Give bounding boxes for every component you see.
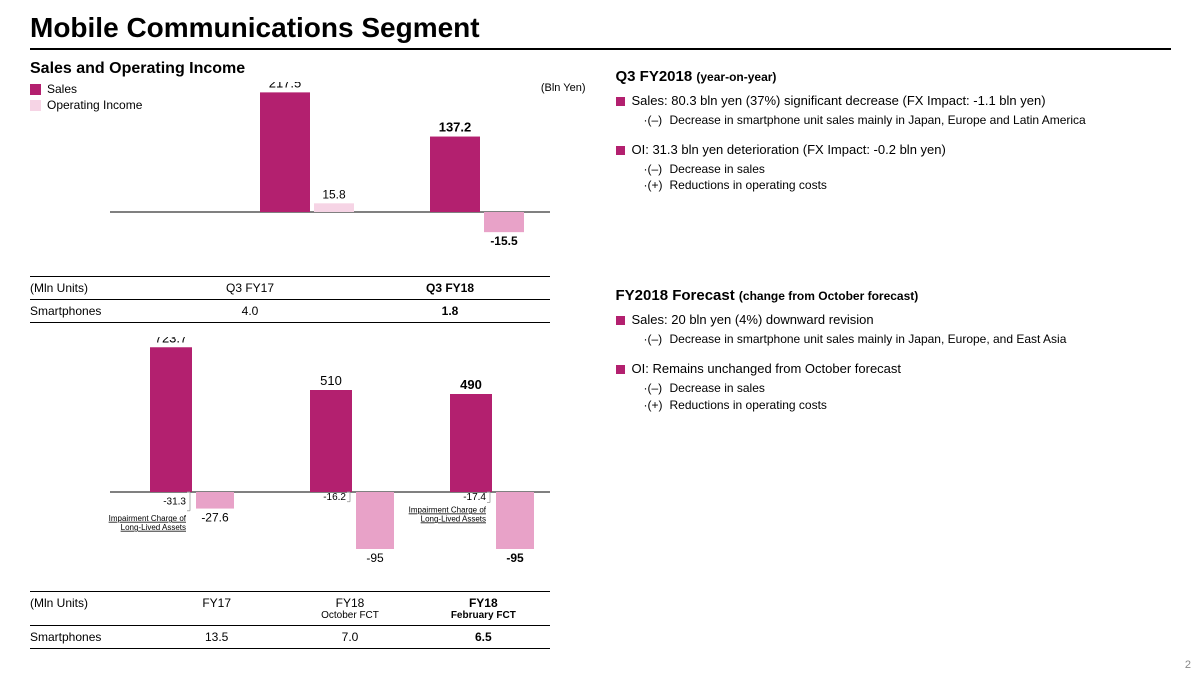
section-heading: FY2018 Forecast (change from October for…: [616, 287, 1172, 304]
svg-text:-31.3: -31.3: [163, 496, 186, 507]
sub-bullet: ·(+)Reductions in operating costs: [644, 397, 1172, 413]
oi-swatch: [30, 100, 41, 111]
left-column: Sales and Operating Income Sales Operati…: [30, 60, 586, 649]
chart2-svg: 723.7-27.6-31.3Impairment Charge ofLong-…: [30, 337, 550, 577]
bullet: OI: Remains unchanged from October forec…: [616, 361, 1172, 378]
sub-bullet: ·(+)Reductions in operating costs: [644, 177, 1172, 193]
page-title: Mobile Communications Segment: [30, 12, 1171, 50]
bullet: Sales: 80.3 bln yen (37%) significant de…: [616, 93, 1172, 110]
svg-text:-16.2: -16.2: [323, 492, 346, 503]
chart-subtitle: Sales and Operating Income: [30, 60, 586, 78]
legend-oi-label: Operating Income: [47, 98, 142, 112]
sub-bullet: ·(–)Decrease in smartphone unit sales ma…: [644, 112, 1172, 128]
chart1-table: (Mln Units)Q3 FY17Q3 FY18Smartphones4.01…: [30, 276, 550, 323]
chart2-table: (Mln Units)FY17FY18October FCTFY18Februa…: [30, 591, 550, 649]
svg-text:217.5: 217.5: [269, 82, 302, 90]
svg-text:490: 490: [460, 377, 482, 392]
unit-label: (Bln Yen): [541, 82, 586, 94]
svg-text:-17.4: -17.4: [463, 492, 486, 503]
svg-text:510: 510: [320, 373, 342, 388]
svg-text:-27.6: -27.6: [201, 511, 229, 525]
svg-text:15.8: 15.8: [322, 187, 346, 201]
svg-text:137.2: 137.2: [439, 120, 472, 135]
chart-legend: Sales Operating Income: [30, 82, 142, 112]
page-number: 2: [1185, 659, 1191, 671]
svg-text:-95: -95: [506, 551, 524, 565]
chart1-container: Sales Operating Income (Bln Yen) 217.5 15…: [30, 82, 586, 272]
svg-text:Long-Lived Assets: Long-Lived Assets: [421, 514, 486, 523]
sub-bullet: ·(–)Decrease in smartphone unit sales ma…: [644, 331, 1172, 347]
bullet: OI: 31.3 bln yen deterioration (FX Impac…: [616, 142, 1172, 159]
svg-text:-15.5: -15.5: [490, 234, 518, 248]
chart2-container: 723.7-27.6-31.3Impairment Charge ofLong-…: [30, 337, 586, 587]
section-heading: Q3 FY2018 (year-on-year): [616, 68, 1172, 85]
svg-text:723.7: 723.7: [155, 337, 188, 345]
bullet: Sales: 20 bln yen (4%) downward revision: [616, 312, 1172, 329]
legend-sales-label: Sales: [47, 82, 77, 96]
right-column: Q3 FY2018 (year-on-year) Sales: 80.3 bln …: [616, 60, 1172, 649]
svg-text:Impairment Charge of: Impairment Charge of: [109, 514, 187, 523]
sales-swatch: [30, 84, 41, 95]
svg-text:Impairment Charge of: Impairment Charge of: [409, 505, 487, 514]
svg-text:-95: -95: [366, 551, 384, 565]
sub-bullet: ·(–)Decrease in sales: [644, 380, 1172, 396]
svg-text:Long-Lived Assets: Long-Lived Assets: [121, 523, 186, 532]
sub-bullet: ·(–)Decrease in sales: [644, 161, 1172, 177]
